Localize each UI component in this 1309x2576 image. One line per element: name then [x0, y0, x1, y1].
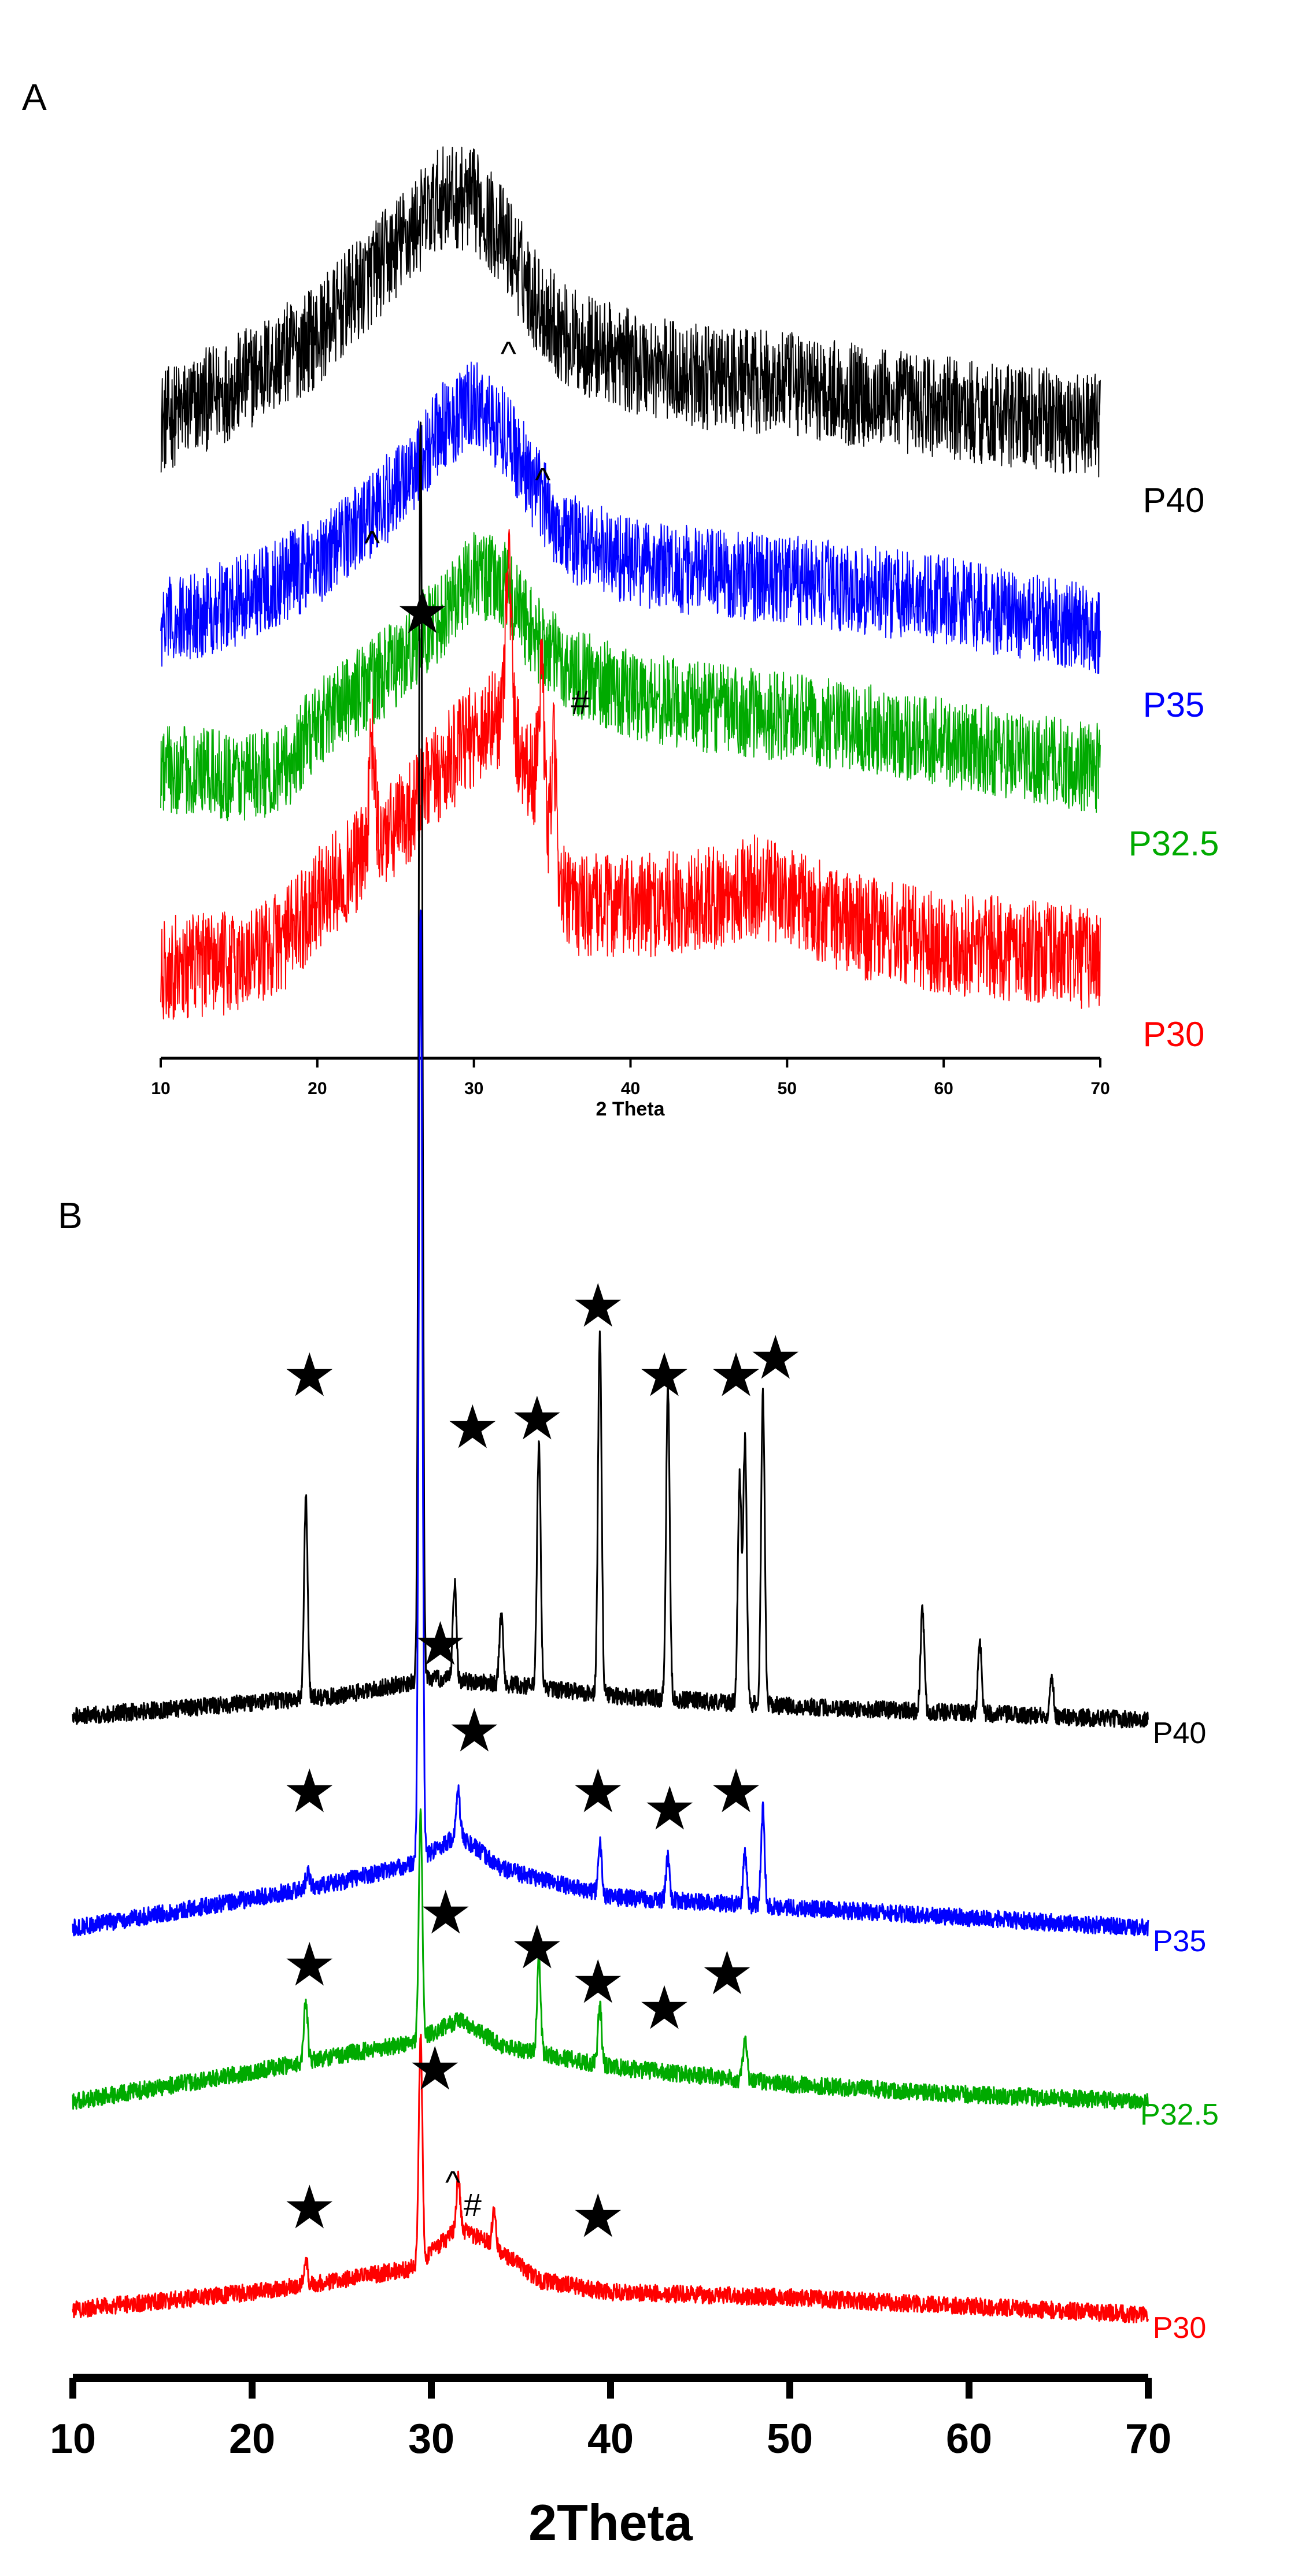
- x-tick-label-20: 20: [308, 1079, 327, 1098]
- x-tick-label-30: 30: [464, 1079, 483, 1098]
- x-tick-label-50: 50: [767, 2416, 813, 2462]
- star-marker-3: ★: [510, 1385, 564, 1452]
- star-marker-21: ★: [283, 2174, 337, 2241]
- star-marker-12: ★: [643, 1776, 697, 1843]
- star-marker-0: ★: [395, 579, 449, 646]
- star-marker-10: ★: [448, 1697, 501, 1765]
- panel-a-label: A: [22, 76, 47, 118]
- x-tick-label-40: 40: [621, 1079, 640, 1098]
- peak-marker-2: ^: [535, 461, 550, 499]
- x-tick-label-40: 40: [587, 2416, 634, 2462]
- peak-marker-23: ^: [445, 2164, 460, 2200]
- x-tick-label-50: 50: [778, 1079, 797, 1098]
- star-marker-6: ★: [709, 1342, 763, 1409]
- series-line-p32-5: [72, 1808, 1149, 2111]
- star-marker-4: ★: [571, 1273, 625, 1340]
- star-marker-11: ★: [571, 1758, 625, 1825]
- star-marker-16: ★: [510, 1914, 564, 1981]
- series-line-p32-5: [160, 532, 1101, 821]
- star-marker-1: ★: [283, 1342, 337, 1409]
- x-tick-label-60: 60: [934, 1079, 953, 1098]
- star-marker-8: ★: [413, 1611, 467, 1678]
- series-label-p35: P35: [1143, 685, 1205, 724]
- series-label-p40: P40: [1153, 1717, 1207, 1750]
- panel-a-x-axis-label: 2 Theta: [596, 1098, 665, 1120]
- x-tick-label-10: 10: [50, 2416, 96, 2462]
- series-line-p35: [72, 909, 1149, 1937]
- x-tick-label-70: 70: [1090, 1079, 1110, 1098]
- series-line-p40: [160, 146, 1101, 477]
- star-marker-17: ★: [571, 1949, 625, 2016]
- star-marker-15: ★: [283, 1932, 337, 1999]
- star-marker-5: ★: [637, 1342, 691, 1409]
- star-marker-20: ★: [408, 2036, 462, 2103]
- star-marker-22: ★: [571, 2183, 625, 2250]
- panel-b-x-ticks: 10 20 30 40 50 60 70: [50, 2378, 1171, 2462]
- panel-a-series-group: [160, 146, 1101, 1020]
- star-marker-14: ★: [419, 1880, 472, 1947]
- star-marker-9: ★: [283, 1758, 337, 1825]
- panel-a: A ^ ^ ^ # P40 P35 P32.5 P30 10 20 30 40 50 60 70 2 T…: [22, 76, 1219, 1120]
- series-label-p30: P30: [1153, 2311, 1207, 2345]
- series-line-p35: [160, 361, 1101, 674]
- star-marker-13: ★: [709, 1758, 763, 1825]
- panel-a-series-labels: P40 P35 P32.5 P30: [1129, 481, 1219, 1054]
- series-line-p30: [72, 2033, 1149, 2323]
- series-label-p35: P35: [1153, 1925, 1207, 1958]
- peak-marker-0: ^: [501, 335, 516, 373]
- panel-b-x-axis-label: 2Theta: [528, 2494, 693, 2551]
- panel-b-series-labels: P40 P35 P32.5 P30: [1140, 1717, 1219, 2345]
- series-label-p40: P40: [1143, 481, 1205, 520]
- panel-b-annotations: ★★★ ★★★ ★★★★★★ ★ ★★★ ★★ ★★★★ ★^#: [283, 579, 803, 2250]
- panel-a-x-ticks: 10 20 30 40 50 60 70: [151, 1058, 1110, 1098]
- star-marker-19: ★: [700, 1940, 754, 2007]
- series-label-p32-5: P32.5: [1140, 2098, 1219, 2132]
- series-label-p30: P30: [1143, 1015, 1205, 1054]
- series-label-p32-5: P32.5: [1129, 824, 1219, 863]
- x-tick-label-60: 60: [946, 2416, 992, 2462]
- x-tick-label-10: 10: [151, 1079, 170, 1098]
- series-line-p40: [72, 421, 1149, 1729]
- peak-marker-1: ^: [364, 524, 380, 562]
- star-marker-18: ★: [637, 1975, 691, 2042]
- x-tick-label-20: 20: [229, 2416, 275, 2462]
- star-marker-2: ★: [446, 1394, 500, 1461]
- panel-a-annotations: ^ ^ ^ #: [364, 335, 590, 722]
- x-tick-label-70: 70: [1125, 2416, 1171, 2462]
- panel-b-series-group: [72, 421, 1149, 2323]
- peak-marker-3: #: [571, 684, 590, 721]
- panel-b-label: B: [58, 1195, 83, 1236]
- star-marker-7: ★: [749, 1325, 803, 1392]
- panel-b: B ★★★ ★★★ ★★★★★★ ★ ★★★ ★★ ★★★★ ★^# P40P35P32.5P…: [50, 421, 1219, 2551]
- peak-marker-24: #: [464, 2186, 482, 2223]
- series-line-p30: [160, 529, 1101, 1020]
- x-tick-label-30: 30: [408, 2416, 454, 2462]
